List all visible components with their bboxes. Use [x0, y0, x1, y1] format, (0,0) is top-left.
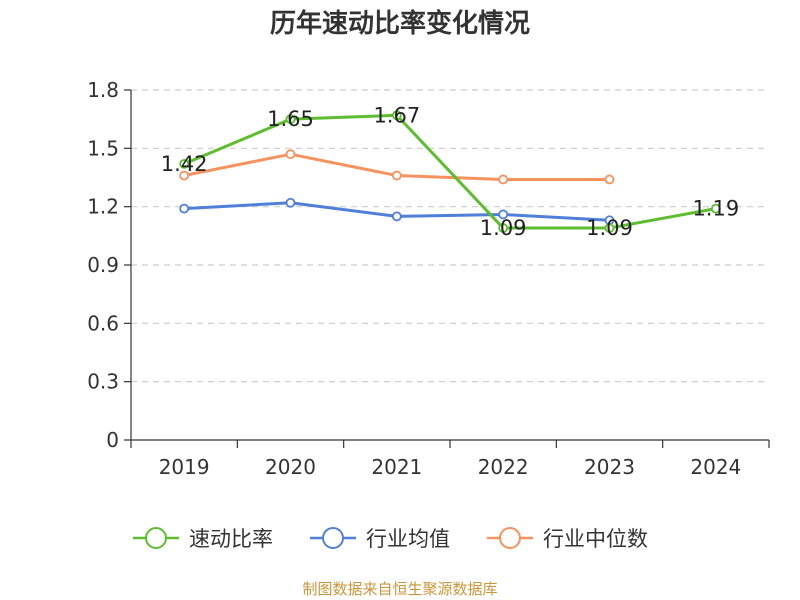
data-point[interactable] [285, 197, 296, 208]
legend-item-2[interactable]: 行业中位数 [487, 527, 648, 551]
series-lines [179, 110, 721, 233]
data-point[interactable] [710, 203, 721, 214]
legend-label: 行业均值 [366, 527, 450, 551]
data-point[interactable] [498, 223, 509, 233]
data-point[interactable] [604, 223, 615, 233]
legend-marker-icon [322, 527, 344, 549]
data-point[interactable] [179, 158, 190, 169]
legend-label: 速动比率 [189, 527, 273, 551]
data-point[interactable] [604, 174, 615, 185]
data-point[interactable] [179, 203, 190, 214]
data-point[interactable] [391, 110, 402, 121]
data-point[interactable] [285, 149, 296, 160]
x-tick-label: 2023 [584, 455, 635, 479]
y-tick-label: 1.5 [87, 136, 119, 160]
data-point[interactable] [391, 211, 402, 222]
data-point[interactable] [498, 174, 509, 185]
legend[interactable]: 速动比率 行业均值 行业中位数 [133, 527, 648, 551]
legend-item-0[interactable]: 速动比率 [133, 527, 273, 551]
y-tick-label: 1.2 [87, 195, 119, 219]
y-tick-label: 0 [106, 428, 119, 452]
legend-item-1[interactable]: 行业均值 [310, 527, 450, 551]
x-tick-label: 2019 [159, 455, 210, 479]
data-point[interactable] [391, 170, 402, 181]
y-tick-label: 0.9 [87, 253, 119, 277]
grid-lines [131, 89, 769, 383]
series-line-0 [183, 113, 717, 230]
chart-title: 历年速动比率变化情况 [270, 8, 530, 39]
x-tick-label: 2020 [265, 455, 316, 479]
legend-marker-icon [499, 527, 521, 549]
y-axis-ticks: 0 0.3 0.6 0.9 1.2 1.5 1.8 [87, 78, 131, 452]
x-axis-ticks: 2019 2020 2021 2022 2023 2024 [130, 440, 770, 479]
data-point[interactable] [285, 114, 296, 125]
x-tick-label: 2022 [478, 455, 529, 479]
legend-label: 行业中位数 [543, 527, 648, 551]
data-label: 1.67 [373, 103, 420, 127]
data-labels: 1.42 1.65 1.67 1.09 1.09 1.19 [161, 103, 739, 240]
data-point[interactable] [179, 170, 190, 181]
legend-marker-icon [145, 527, 167, 549]
x-tick-label: 2024 [690, 455, 741, 479]
x-tick-label: 2021 [371, 455, 422, 479]
y-tick-label: 1.8 [87, 78, 119, 102]
data-label: 1.19 [692, 197, 739, 221]
source-note: 制图数据来自恒生聚源数据库 [302, 580, 497, 598]
y-tick-label: 0.6 [87, 311, 119, 335]
data-label: 1.42 [161, 152, 208, 176]
y-tick-label: 0.3 [87, 370, 119, 394]
data-label: 1.09 [586, 216, 633, 240]
data-label: 1.09 [480, 216, 527, 240]
data-label: 1.65 [267, 107, 314, 131]
data-point[interactable] [498, 209, 509, 220]
